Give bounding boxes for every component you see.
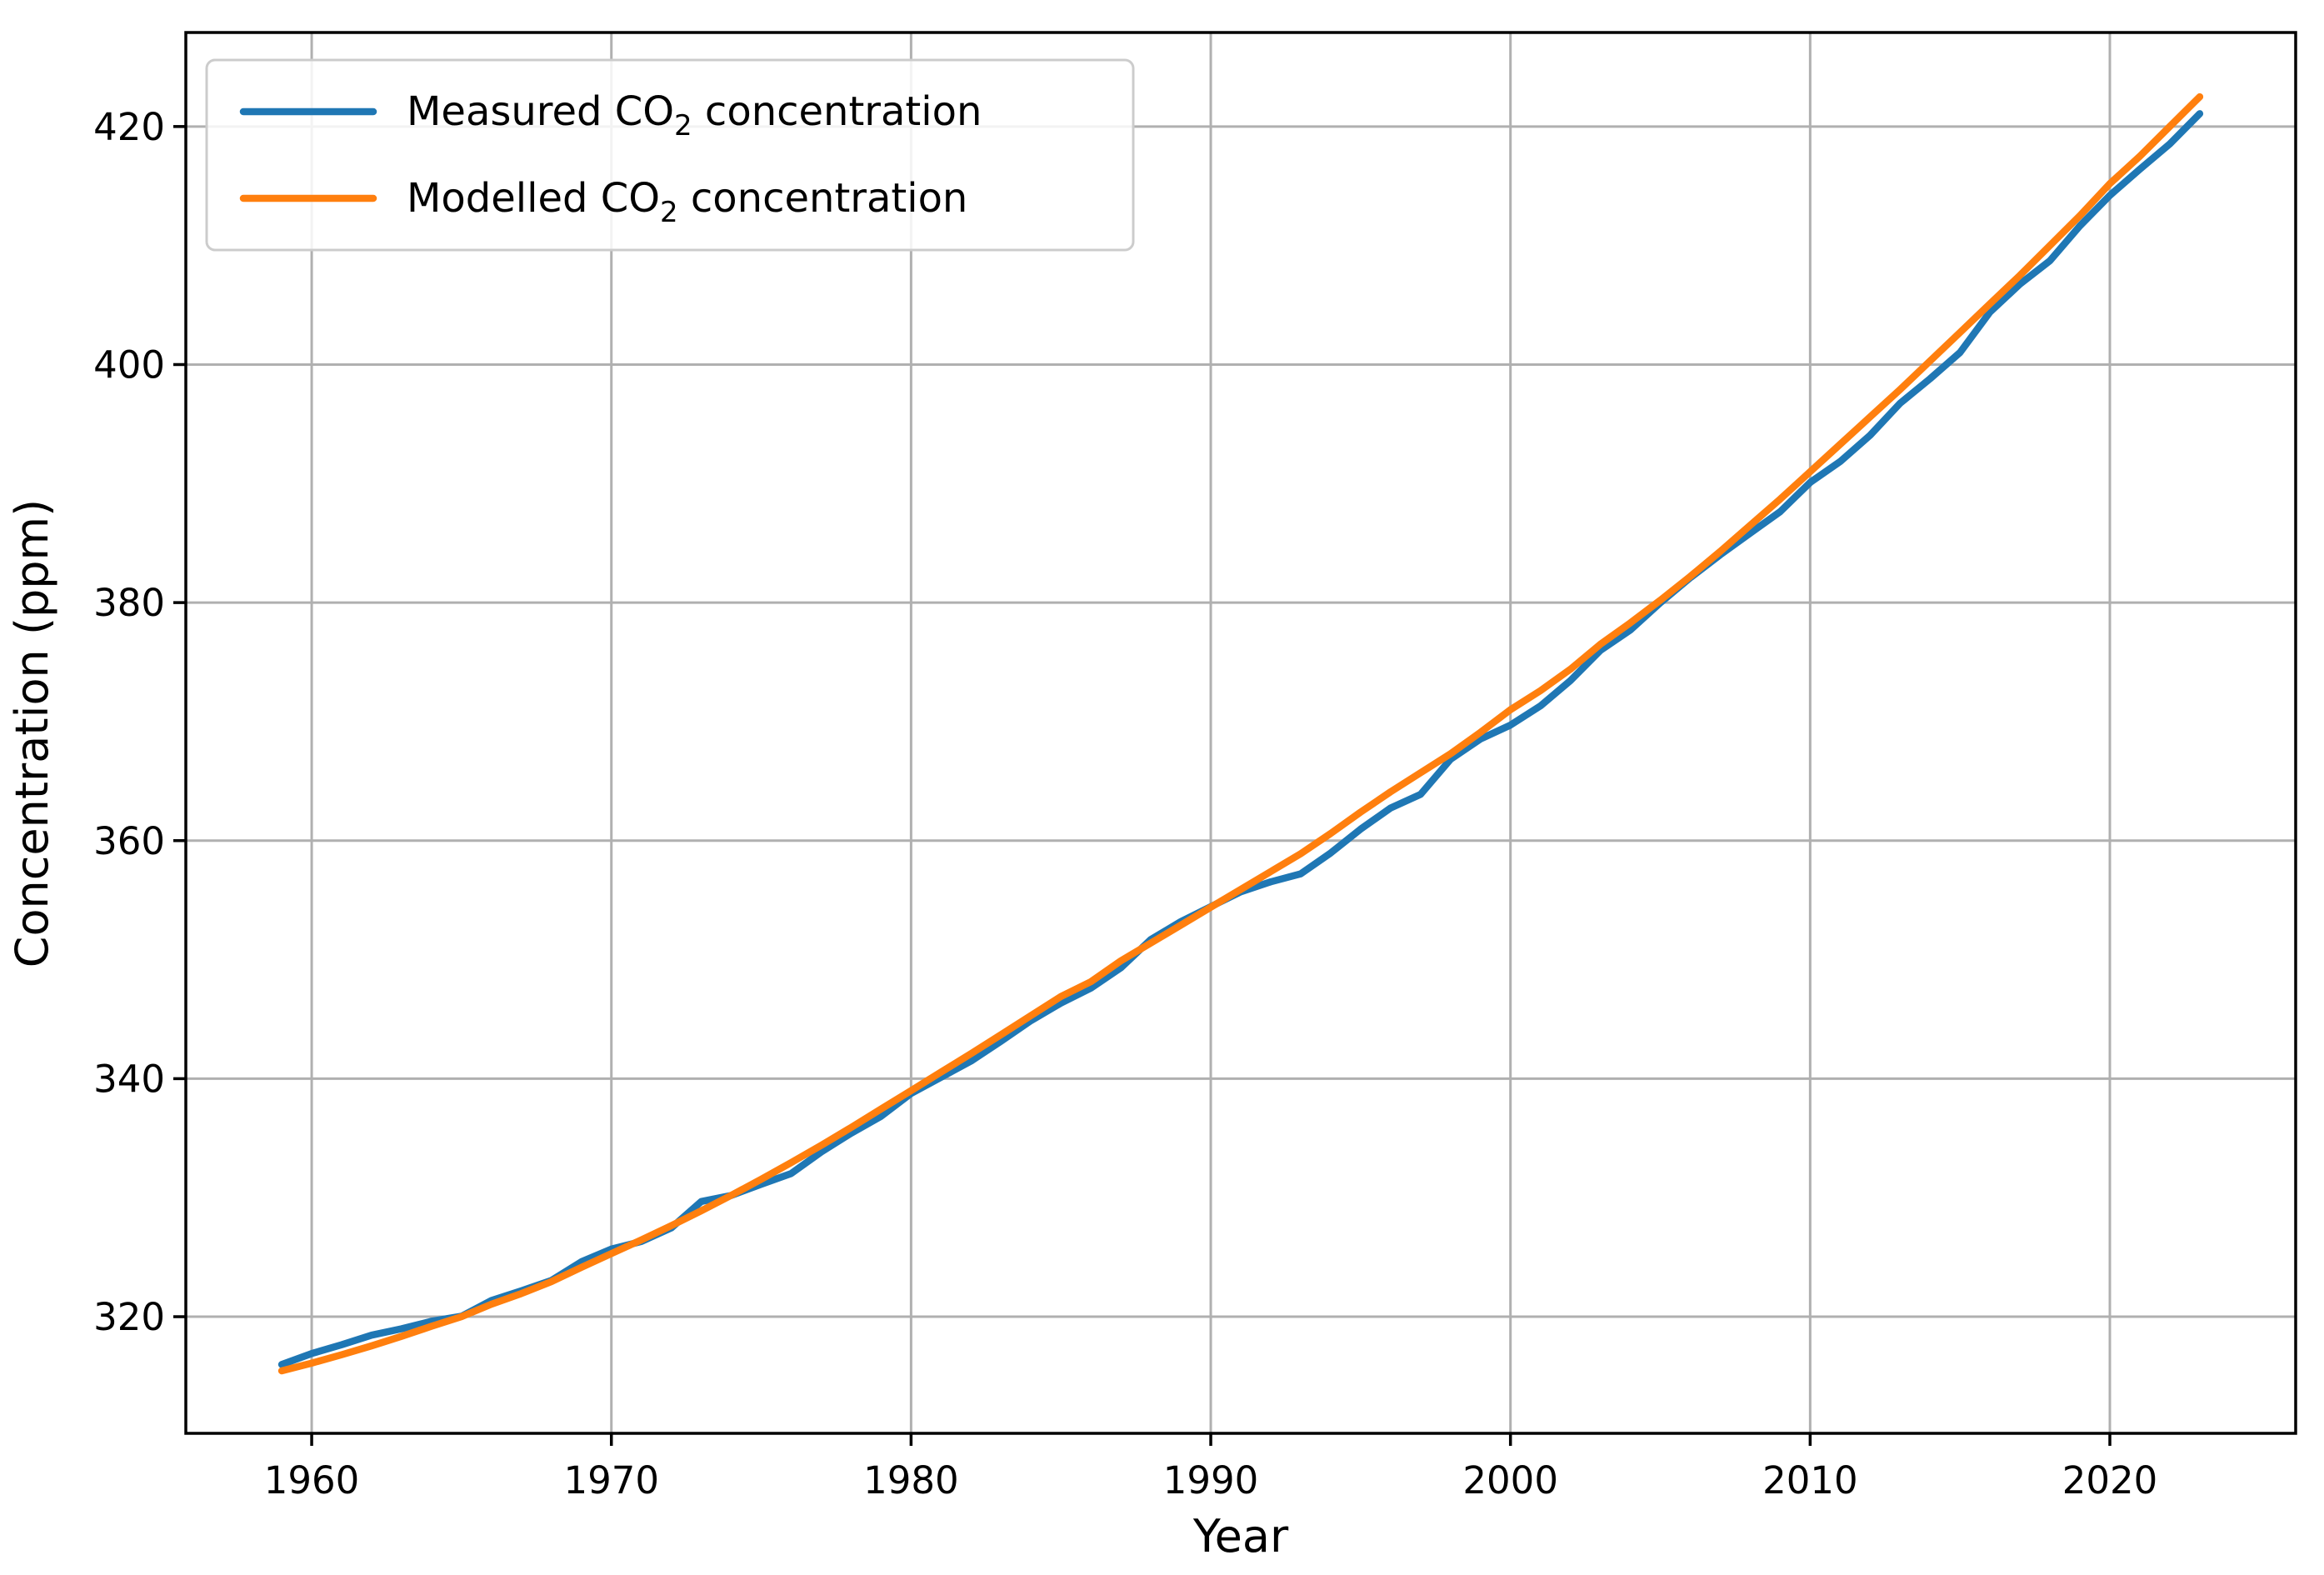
x-tick-label: 1990 <box>1163 1458 1259 1502</box>
x-tick-label: 1960 <box>264 1458 360 1502</box>
grid <box>186 32 2296 1433</box>
legend-item-modelled: Modelled CO2 concentration <box>239 175 967 229</box>
legend: Measured CO2 concentration Modelled CO2 c… <box>205 58 1135 252</box>
measured-co2-line <box>277 110 2204 1368</box>
x-tick-label: 1980 <box>863 1458 959 1502</box>
y-tick-label: 340 <box>93 1057 165 1101</box>
legend-label-modelled: Modelled CO2 concentration <box>407 175 967 229</box>
y-tick-label: 420 <box>93 105 165 149</box>
y-tick-label: 360 <box>93 819 165 863</box>
x-tick-label: 1970 <box>563 1458 659 1502</box>
legend-item-measured: Measured CO2 concentration <box>239 88 982 142</box>
modelled-co2-line <box>277 92 2204 1375</box>
legend-label-measured: Measured CO2 concentration <box>407 88 982 142</box>
x-tick-label: 2000 <box>1462 1458 1558 1502</box>
data-series <box>277 92 2204 1375</box>
legend-box <box>205 58 1135 252</box>
y-tick-label: 380 <box>93 581 165 625</box>
x-tick-label: 2010 <box>1762 1458 1858 1502</box>
axes-frame <box>184 31 2297 1435</box>
y-axis-label: Concentration (ppm) <box>6 499 58 968</box>
x-axis-label: Year <box>1192 1510 1289 1562</box>
x-tick-label: 2020 <box>2062 1458 2158 1502</box>
ticks: 1960 1970 1980 1990 2000 2010 2020 320 340 360 380… <box>93 105 2157 1502</box>
y-tick-label: 400 <box>93 342 165 387</box>
y-tick-label: 320 <box>93 1295 165 1339</box>
plot-frame <box>184 31 2297 1435</box>
